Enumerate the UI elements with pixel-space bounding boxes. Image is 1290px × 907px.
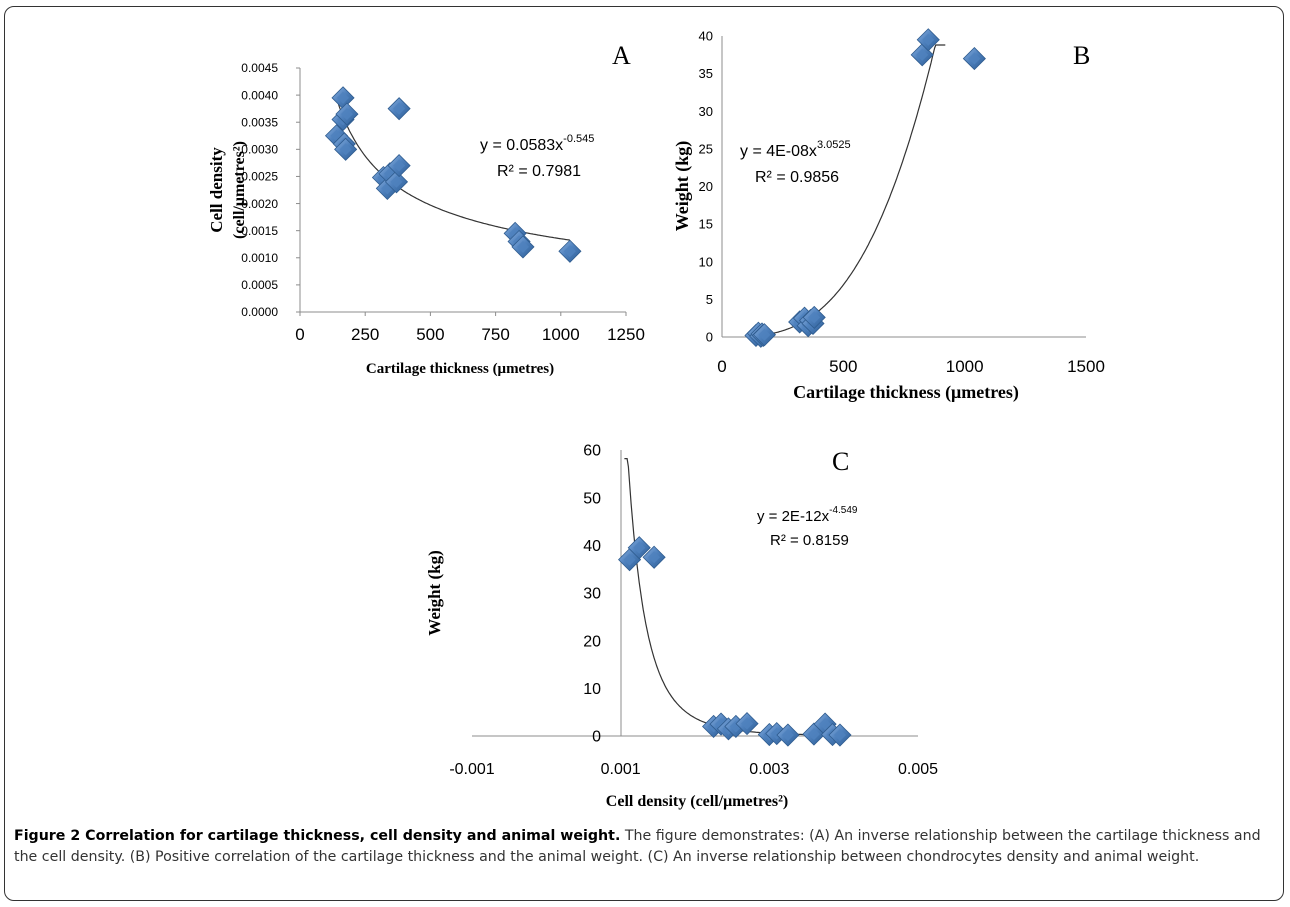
y-tick-label: 25 (699, 141, 713, 156)
y-tick-label: 0.0035 (241, 115, 278, 129)
data-point (331, 86, 355, 110)
figure-frame (4, 6, 1284, 901)
data-point (511, 235, 535, 259)
trend-equation: y = 0.0583x-0.545 (480, 133, 594, 154)
y-tick-label: 20 (699, 179, 713, 194)
y-tick-label: 60 (583, 443, 601, 460)
y-axis-title: Weight (kg) (672, 141, 693, 232)
y-tick-label: 40 (699, 29, 713, 44)
x-tick-label: 0 (295, 325, 304, 344)
data-point (387, 154, 411, 178)
r-squared-label: R² = 0.7981 (497, 163, 581, 180)
x-tick-label: 0.001 (601, 761, 641, 778)
x-tick-label: 750 (481, 325, 509, 344)
caption-title: Figure 2 Correlation for cartilage thick… (14, 828, 621, 844)
x-tick-label: -0.001 (449, 761, 494, 778)
data-point (334, 137, 358, 161)
y-tick-label: 10 (699, 254, 713, 269)
data-point (828, 723, 852, 747)
y-axis-title: Weight (kg) (425, 550, 444, 635)
figure-charts: 0.00000.00050.00100.00150.00200.00250.00… (207, 28, 1105, 810)
data-point (962, 47, 986, 71)
data-point (916, 28, 940, 52)
y-tick-label: 10 (583, 681, 601, 698)
data-point (735, 712, 759, 736)
data-point (752, 323, 777, 347)
y-tick-label: 5 (706, 292, 713, 307)
panel-letter-a: A (612, 41, 631, 70)
data-point (384, 170, 409, 194)
x-tick-label: 0.005 (898, 761, 938, 778)
y-tick-label: 0.0020 (241, 197, 278, 211)
panel-letter-c: C (832, 447, 849, 476)
y-tick-label: 35 (699, 66, 713, 81)
data-point (558, 239, 582, 263)
data-point (802, 305, 826, 330)
y-tick-label: 0 (592, 729, 601, 746)
x-axis-title: Cartilage thickness (μmetres) (366, 361, 554, 377)
x-tick-label: 1500 (1067, 357, 1105, 376)
x-tick-label: 500 (829, 357, 857, 376)
data-point (627, 536, 651, 560)
x-tick-label: 1250 (607, 325, 645, 344)
y-tick-label: 15 (699, 217, 713, 232)
x-tick-label: 1000 (542, 325, 580, 344)
x-axis-title: Cell density (cell/μmetres²) (606, 793, 788, 810)
y-axis-title-line2: (cell/μmetres²) (231, 141, 248, 239)
y-tick-label: 0.0030 (241, 143, 278, 157)
chart-panel-c: 0 10 20 30 40 50 60 -0.001 0.001 0.003 0.005 C y … (425, 443, 938, 810)
panel-letter-b: B (1073, 41, 1090, 70)
trendline (624, 458, 840, 736)
y-tick-label: 0.0010 (241, 251, 278, 265)
chart-panel-a: 0.0000 0.0005 0.0010 0.0015 0.0020 0.0025 0.00… (207, 41, 645, 377)
y-tick-label: 0.0000 (241, 305, 278, 319)
x-axis-title: Cartilage thickness (μmetres) (793, 382, 1019, 403)
data-point (642, 545, 666, 569)
figure-caption: Figure 2 Correlation for cartilage thick… (14, 826, 1274, 868)
y-tick-label: 30 (583, 586, 601, 603)
r-squared-label: R² = 0.9856 (755, 169, 839, 186)
y-tick-label: 0.0025 (241, 170, 278, 184)
y-tick-label: 50 (583, 490, 601, 507)
x-tick-label: 250 (351, 325, 379, 344)
y-tick-label: 30 (699, 104, 713, 119)
x-tick-label: 1000 (946, 357, 984, 376)
x-tick-label: 0 (717, 357, 726, 376)
y-axis-title-line1: Cell density (207, 147, 226, 233)
y-tick-label: 0.0040 (241, 88, 278, 102)
y-tick-label: 0.0005 (241, 278, 278, 292)
trend-equation: y = 2E-12x-4.549 (757, 505, 858, 525)
r-squared-label: R² = 0.8159 (770, 532, 849, 549)
y-tick-label: 0.0045 (241, 61, 278, 75)
data-point (387, 97, 411, 121)
caption-text: The figure demonstrates: (A) An inverse … (14, 828, 1261, 865)
trendline (755, 44, 946, 337)
y-tick-label: 20 (583, 633, 601, 650)
y-tick-label: 0 (706, 330, 713, 345)
y-tick-label: 40 (583, 538, 601, 555)
x-tick-label: 0.003 (749, 761, 789, 778)
trend-equation: y = 4E-08x3.0525 (740, 139, 851, 160)
trendline (335, 97, 570, 241)
chart-panel-b: 0 5 10 15 20 25 30 35 40 0 500 1000 1500 B y = 4E-0… (672, 28, 1105, 403)
x-tick-label: 500 (416, 325, 444, 344)
data-point (776, 723, 800, 747)
y-tick-label: 0.0015 (241, 224, 278, 238)
data-point (335, 102, 359, 126)
